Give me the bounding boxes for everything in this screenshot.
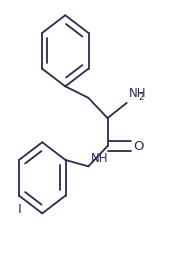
- Text: I: I: [18, 203, 22, 216]
- Text: NH: NH: [129, 87, 146, 100]
- Text: NH: NH: [91, 152, 108, 165]
- Text: 2: 2: [138, 93, 143, 102]
- Text: O: O: [133, 139, 143, 153]
